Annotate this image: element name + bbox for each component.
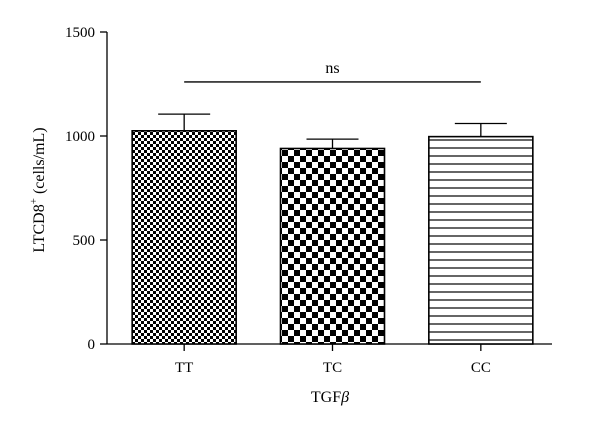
x-axis: TT TC CC xyxy=(107,343,552,376)
x-tick-label: CC xyxy=(471,360,491,376)
bar-tt xyxy=(131,130,237,345)
y-tick-label: 0 xyxy=(88,337,96,353)
y-tick-label: 1000 xyxy=(65,129,95,145)
bars-group xyxy=(131,113,534,345)
significance-annotation: ns xyxy=(184,60,481,83)
y-tick-label: 500 xyxy=(73,233,96,249)
significance-label: ns xyxy=(325,60,339,77)
bar-cc xyxy=(428,135,534,345)
x-tick-label: TT xyxy=(175,360,193,376)
bar-tc xyxy=(279,147,386,345)
y-tick-label: 1500 xyxy=(65,25,95,41)
x-tick-label: TC xyxy=(323,360,342,376)
y-axis-title: LTCD8+ (cells/mL) xyxy=(28,127,48,252)
x-axis-title: TGFβ xyxy=(311,389,349,406)
y-axis: 0 500 1000 1500 xyxy=(65,25,108,353)
